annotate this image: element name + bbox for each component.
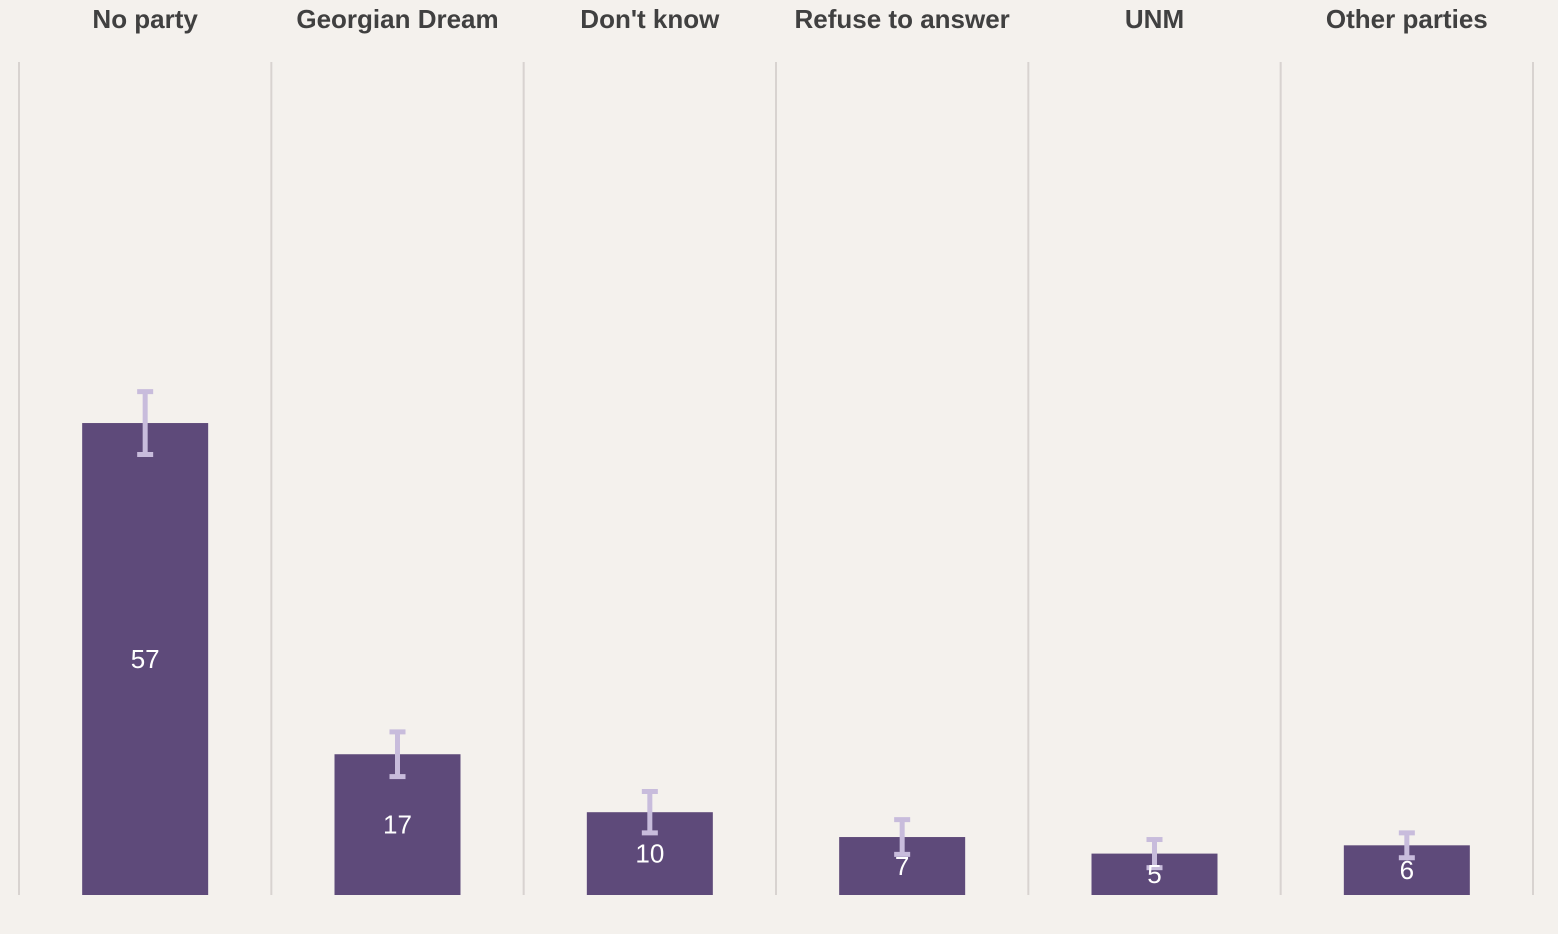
x-tick-label: No party xyxy=(92,4,198,34)
error-bar xyxy=(894,817,911,857)
value-label: 6 xyxy=(1400,855,1414,885)
value-label: 57 xyxy=(131,644,160,674)
bar xyxy=(82,423,209,895)
x-tick-label: Don't know xyxy=(580,4,720,34)
value-label: 5 xyxy=(1147,859,1161,889)
error-bar xyxy=(641,789,658,836)
x-tick-label: UNM xyxy=(1125,4,1184,34)
x-tick-label: Refuse to answer xyxy=(795,4,1010,34)
error-bar xyxy=(389,729,406,780)
error-bar xyxy=(1398,830,1415,861)
value-label: 17 xyxy=(383,809,412,839)
value-label: 7 xyxy=(895,851,909,881)
x-tick-label: Georgian Dream xyxy=(296,4,498,34)
error-bar xyxy=(1146,837,1163,871)
x-tick-label: Other parties xyxy=(1326,4,1488,34)
value-label: 10 xyxy=(635,838,664,868)
error-bar xyxy=(137,389,154,458)
